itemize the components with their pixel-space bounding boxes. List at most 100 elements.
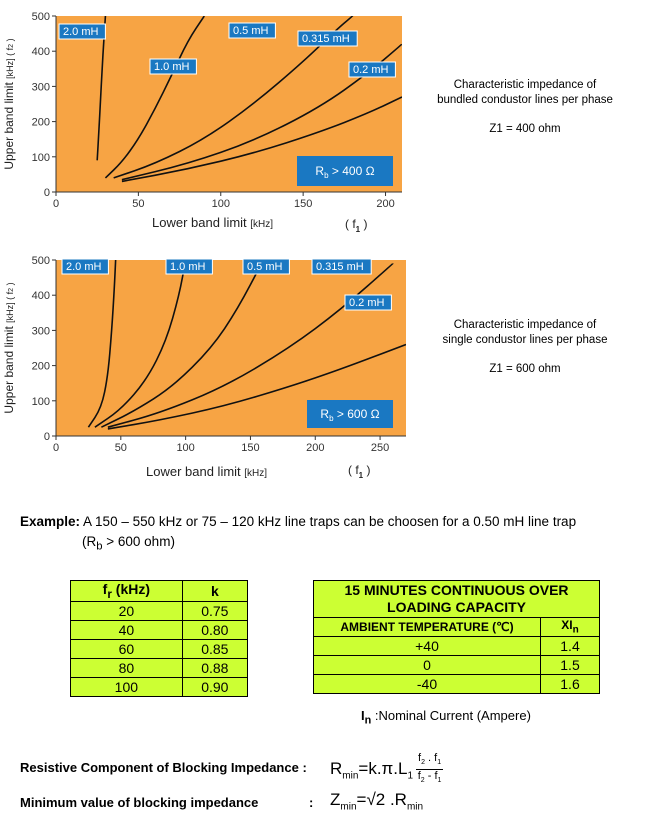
den-dash: - f — [424, 770, 438, 783]
series-label: 2.0 mH — [63, 26, 99, 38]
num-f: f — [418, 752, 422, 764]
resistive-label: Resistive Component of Blocking Impedanc… — [20, 760, 307, 775]
series-label-box — [58, 23, 106, 40]
table-row: 60 0.85 — [70, 638, 249, 659]
k-table-cell: 20 — [70, 600, 183, 621]
k-table-cell: 0.75 — [181, 600, 249, 621]
overload-cell: +40 — [313, 636, 541, 656]
series-label-box — [297, 30, 358, 47]
x-axis-symbol: ( f1 ) — [348, 463, 370, 480]
series-label: 1.0 mH — [170, 261, 206, 273]
den-sub2: 1 — [437, 777, 442, 785]
series-line-0-5-mH — [101, 260, 265, 428]
table-row: 80 0.88 — [70, 657, 249, 678]
overload-table-title: 15 MINUTES CONTINUOUS OVER LOADING CAPAC… — [313, 580, 600, 618]
series-label-box — [61, 258, 109, 275]
overload-header-temp: AMBIENT TEMPERATURE (℃) — [313, 617, 541, 637]
series-label: 0.5 mH — [247, 261, 283, 273]
overload-cell: -40 — [313, 674, 541, 694]
k-table-cell: 60 — [70, 638, 183, 659]
chart-bundled: 0 100 200 300 400 500 0 50 100 150 200 2.0 mH 1.0 mH… — [2, 11, 402, 234]
fraction-denominator: f2 - f1 — [416, 770, 443, 787]
series-label: 0.315 mH — [316, 261, 364, 273]
r-lhs-sub: min — [342, 770, 359, 782]
series-line-0-2-mH — [107, 343, 406, 430]
series-label-box — [311, 258, 372, 275]
x-tick-label: 200 — [306, 442, 324, 454]
rb-label-box — [297, 156, 393, 186]
r-mid: =k.π.L — [358, 759, 408, 779]
overload-header-xin: XIn — [540, 617, 600, 637]
x-tick-label: 100 — [176, 442, 194, 454]
k-factor-table: fr (kHz) k 20 0.75 40 0.80 60 0.85 80 0.88 1… — [70, 580, 249, 697]
den-sub1: 2 — [420, 777, 425, 785]
series-label-box — [165, 258, 213, 275]
y-tick-label: 0 — [44, 187, 50, 199]
minimum-colon: : — [309, 795, 314, 810]
overload-cell: 0 — [313, 655, 541, 675]
table-row: 0 1.5 — [313, 655, 600, 675]
note-single: Characteristic impedance of single condu… — [410, 318, 640, 377]
z-mid-sub: min — [406, 801, 424, 813]
example-text: Example: A 150 – 550 kHz or 75 – 120 kHz… — [20, 512, 576, 557]
k-table-cell: 100 — [70, 676, 183, 697]
fr-unit: (kHz) — [111, 581, 151, 597]
fraction-numerator: f2 . f1 — [416, 752, 444, 771]
num-dot: . f — [425, 752, 438, 764]
y-tick-label: 500 — [32, 255, 50, 267]
y-axis-label: Upper band limit [kHz] ( f2 ) — [2, 282, 16, 413]
example-body: A 150 – 550 kHz or 75 – 120 kHz line tra… — [80, 514, 577, 529]
rb-label: Rb > 600 Ω — [320, 407, 379, 423]
in-sub: n — [364, 714, 372, 727]
z-lhs: Z — [330, 790, 341, 809]
in-symbol: I — [361, 708, 365, 723]
table-row: -40 1.6 — [313, 674, 600, 694]
x-tick-label: 150 — [241, 442, 259, 454]
series-label-box — [242, 258, 290, 275]
y-tick-label: 500 — [32, 11, 50, 23]
y-tick-label: 300 — [32, 325, 50, 337]
note-single-line2: single condustor lines per phase — [442, 334, 608, 346]
k-table-cell: 0.80 — [181, 619, 249, 640]
fr-symbol: f — [102, 581, 108, 597]
y-tick-label: 300 — [32, 81, 50, 93]
x-tick-label: 50 — [132, 198, 144, 210]
nominal-current-note: In :Nominal Current (Ampere) — [361, 708, 531, 727]
example-rb-sub: b — [96, 540, 103, 553]
r-lhs: R — [330, 759, 343, 779]
k-table-header-k: k — [181, 580, 249, 602]
minimum-label: Minimum value of blocking impedance — [20, 795, 259, 810]
series-label: 0.315 mH — [302, 33, 350, 45]
series-line-0-5-mH — [113, 16, 354, 179]
example-rb-pre: (R — [82, 534, 97, 549]
num-sub2: 1 — [437, 759, 442, 767]
y-tick-label: 400 — [32, 46, 50, 58]
k-table-cell: 40 — [70, 619, 183, 640]
series-label-box — [348, 61, 396, 78]
x-tick-label: 0 — [53, 198, 59, 210]
k-table-cell: 80 — [70, 657, 183, 678]
fraction: f2 . f1 f2 - f1 — [416, 752, 444, 787]
x-tick-label: 200 — [376, 198, 394, 210]
example-label: Example: — [20, 514, 81, 529]
rb-label: Rb > 400 Ω — [315, 164, 374, 180]
note-single-line1: Characteristic impedance of — [453, 319, 597, 331]
table-row: +40 1.4 — [313, 636, 600, 656]
note-single-z: Z1 = 600 ohm — [489, 363, 561, 375]
series-label: 1.0 mH — [154, 61, 190, 73]
xin-symbol: XI — [561, 618, 573, 633]
series-label: 0.2 mH — [353, 64, 389, 76]
x-tick-label: 0 — [53, 442, 59, 454]
x-tick-label: 50 — [115, 442, 127, 454]
overload-table: 15 MINUTES CONTINUOUS OVER LOADING CAPAC… — [313, 580, 600, 694]
z-lhs-sub: min — [340, 801, 357, 813]
y-tick-label: 200 — [32, 117, 50, 129]
series-label-box — [149, 58, 197, 75]
y-tick-label: 0 — [44, 431, 50, 443]
note-bundled-line1: Characteristic impedance of — [453, 79, 597, 91]
x-tick-label: 150 — [294, 198, 312, 210]
chart-single: 0 100 200 300 400 500 0 50 100 150 200 250 2.0 mH 1.0… — [2, 255, 406, 480]
rb-label-box — [307, 400, 393, 428]
series-label-box — [228, 22, 276, 39]
series-label: 2.0 mH — [66, 261, 102, 273]
